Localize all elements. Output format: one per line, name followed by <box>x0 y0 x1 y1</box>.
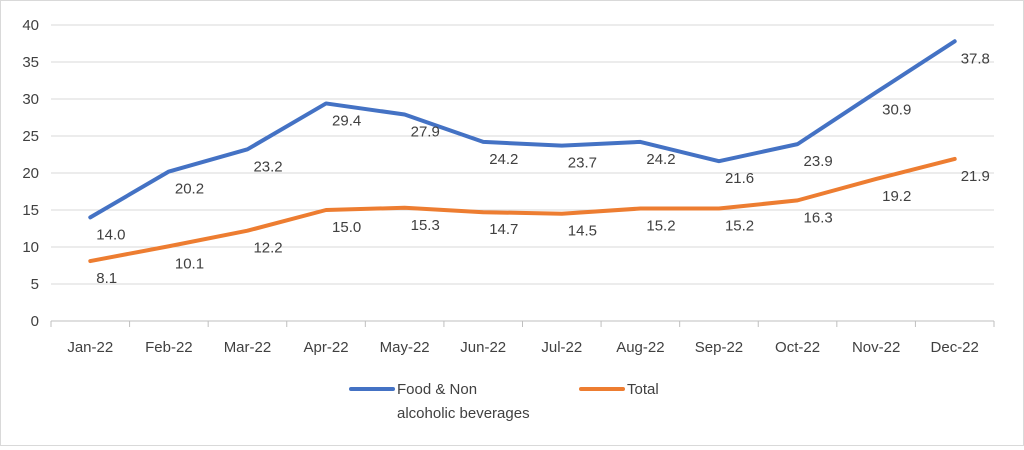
data-label: 30.9 <box>882 101 911 118</box>
data-label: 24.2 <box>489 151 518 168</box>
y-axis-ticks: 0 5 10 15 20 25 30 35 40 <box>22 17 39 330</box>
y-tick-label: 25 <box>22 128 39 145</box>
x-tick-label: May-22 <box>380 339 430 356</box>
x-tick-label: Sep-22 <box>695 339 743 356</box>
x-tick-label: Aug-22 <box>616 339 664 356</box>
y-tick-label: 30 <box>22 91 39 108</box>
legend: Food & Non alcoholic beverages Total <box>351 381 659 422</box>
y-tick-label: 20 <box>22 165 39 182</box>
y-tick-label: 10 <box>22 239 39 256</box>
x-tick-label: Mar-22 <box>224 339 272 356</box>
x-tick-label: Feb-22 <box>145 339 193 356</box>
y-tick-label: 15 <box>22 202 39 219</box>
data-label: 23.2 <box>253 158 282 175</box>
legend-label: Total <box>627 381 659 398</box>
data-label: 15.3 <box>411 217 440 234</box>
data-label: 21.6 <box>725 170 754 187</box>
x-tick-label: Apr-22 <box>304 339 349 356</box>
data-label: 16.3 <box>804 209 833 226</box>
x-tick-label: Dec-22 <box>931 339 979 356</box>
data-labels: 14.0 20.2 23.2 29.4 27.9 24.2 23.7 24.2 21.6 23.9… <box>96 50 990 287</box>
data-label: 14.7 <box>489 221 518 238</box>
data-label: 29.4 <box>332 112 361 129</box>
data-label: 8.1 <box>96 270 117 287</box>
data-label: 23.7 <box>568 155 597 172</box>
data-label: 23.9 <box>804 153 833 170</box>
data-label: 27.9 <box>411 124 440 141</box>
data-label: 10.1 <box>175 255 204 272</box>
data-label: 19.2 <box>882 188 911 205</box>
data-label: 20.2 <box>175 181 204 198</box>
data-label: 15.0 <box>332 219 361 236</box>
data-label: 14.5 <box>568 223 597 240</box>
legend-label: Food & Non <box>397 381 477 398</box>
data-label: 24.2 <box>646 151 675 168</box>
data-label: 12.2 <box>253 240 282 257</box>
data-label: 15.2 <box>646 218 675 235</box>
data-label: 37.8 <box>961 50 990 67</box>
data-label: 21.9 <box>961 168 990 185</box>
y-tick-label: 35 <box>22 54 39 71</box>
data-label: 14.0 <box>96 226 125 243</box>
gridlines <box>51 25 994 321</box>
x-tick-label: Nov-22 <box>852 339 900 356</box>
x-tick-label: Oct-22 <box>775 339 820 356</box>
x-tick-label: Jan-22 <box>67 339 113 356</box>
x-axis: Jan-22 Feb-22 Mar-22 Apr-22 May-22 Jun-22 Jul-… <box>51 321 994 356</box>
series-lines <box>90 41 955 261</box>
x-tick-label: Jul-22 <box>541 339 582 356</box>
data-label: 15.2 <box>725 218 754 235</box>
y-tick-label: 0 <box>31 313 39 330</box>
y-tick-label: 40 <box>22 17 39 34</box>
legend-label: alcoholic beverages <box>397 405 530 422</box>
x-tick-label: Jun-22 <box>460 339 506 356</box>
y-tick-label: 5 <box>31 276 39 293</box>
